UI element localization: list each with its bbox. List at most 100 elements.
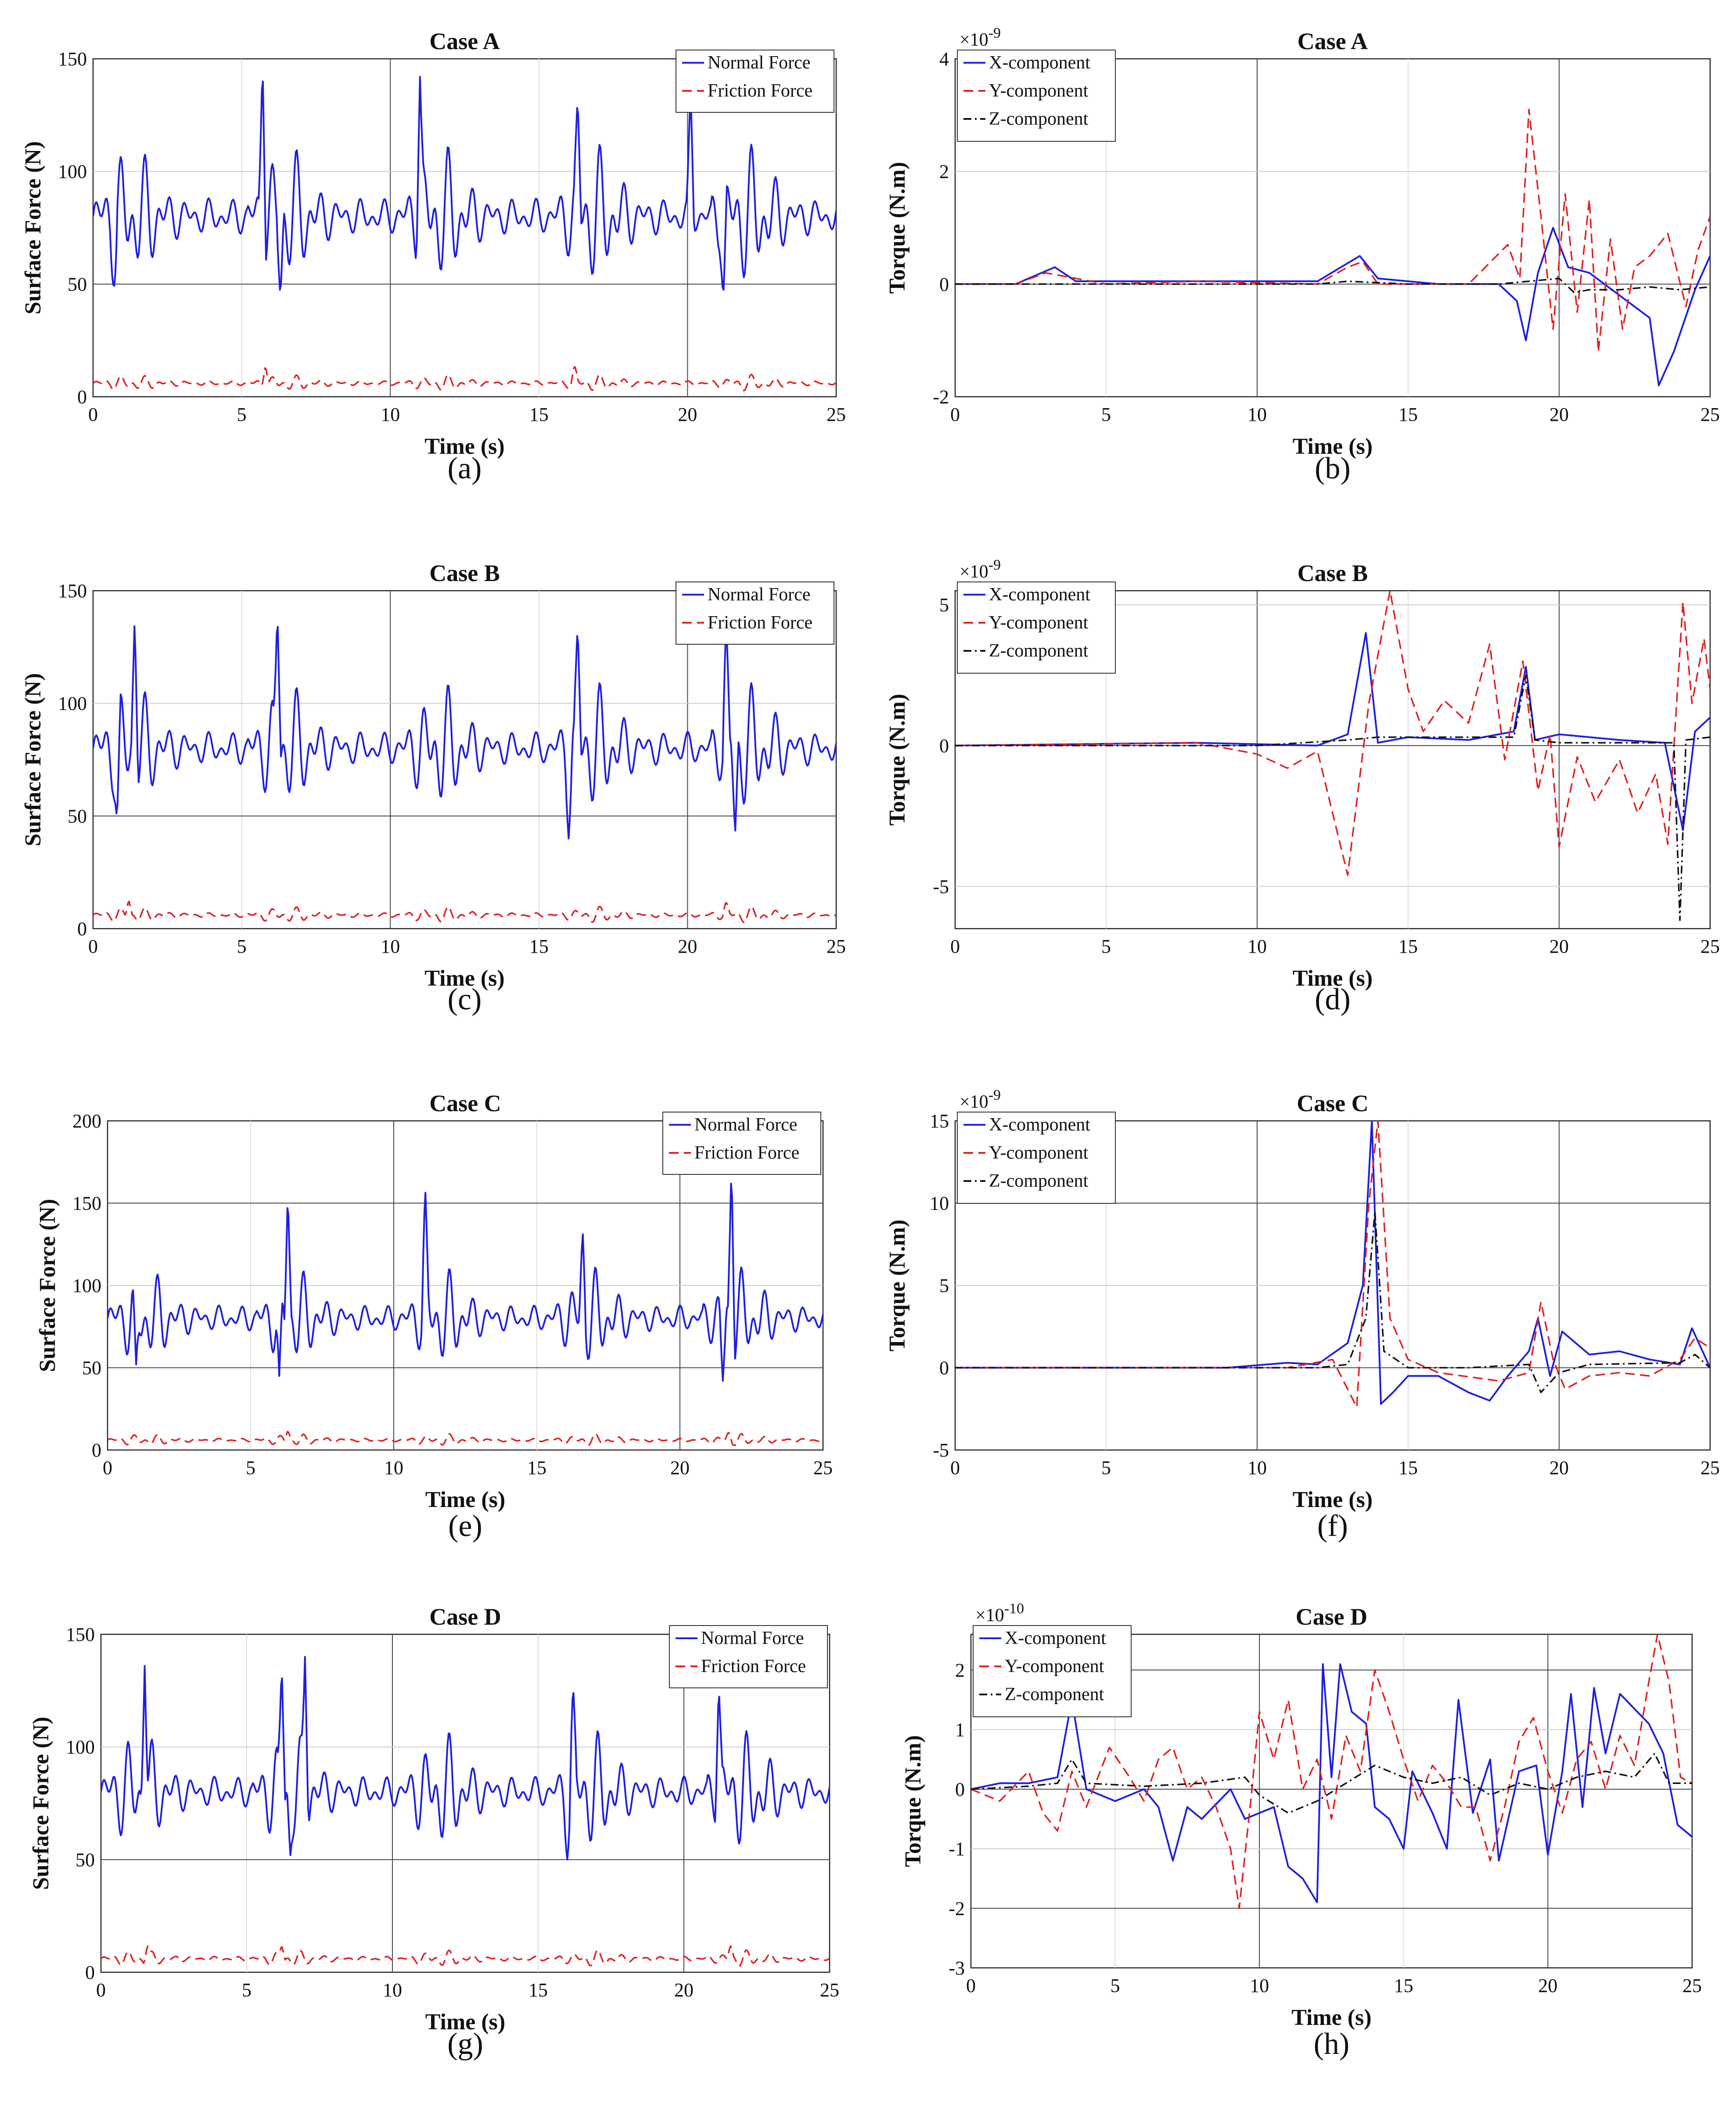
series-line-y-component [955,591,1710,876]
legend-label: X-component [989,1115,1090,1135]
x-tick-label: 20 [674,1979,694,2001]
series-line-friction-force [93,901,836,923]
x-tick-label: 5 [1101,936,1111,957]
y-tick-label: 50 [68,805,87,827]
x-tick-label: 0 [103,1457,112,1479]
series-line-y-component [971,1634,1692,1909]
x-axis-label: Time (s) [1293,966,1373,991]
axis-exponent: ×10-9 [960,557,1001,582]
y-tick-label: 5 [939,1275,949,1296]
series-line-z-component [955,674,1710,921]
legend-label: Friction Force [708,81,812,101]
x-tick-label: 25 [1700,1457,1720,1479]
panel-caption: (d) [1315,983,1351,1016]
legend-label: Normal Force [694,1115,797,1135]
x-tick-label: 10 [1247,936,1267,957]
x-axis-label: Time (s) [1291,2005,1371,2030]
y-tick-label: -2 [949,1898,965,1919]
legend-label: Y-component [989,81,1089,101]
x-tick-label: 20 [678,936,697,957]
x-tick-label: 10 [1250,1975,1269,1996]
x-tick-label: 25 [827,936,846,957]
y-tick-label: 0 [77,918,87,940]
x-tick-label: 15 [529,404,549,425]
panel-d: 0 5 10 15 20 25 -5 0 5 ×10-9 Case B Time (s) Torque … [885,557,1720,1016]
plot-area [92,590,837,930]
legend-label: Y-component [989,1143,1089,1163]
panel-a: 0 5 10 15 20 25 0 50 100 150 Case A Time (s) Surface… [21,28,846,485]
series-line-friction-force [108,1431,823,1446]
legend [957,50,1116,142]
x-tick-label: 20 [1549,1457,1569,1479]
x-tick-label: 25 [820,1979,839,2001]
y-tick-label: 50 [75,1849,95,1870]
axis-exponent: ×10-10 [975,1601,1024,1626]
y-axis-label: Torque (N.m) [885,694,910,826]
x-tick-label: 10 [381,936,400,957]
series-line-z-component [955,277,1710,294]
x-tick-label: 20 [1549,404,1569,425]
series-line-normal-force [101,1656,830,1861]
y-tick-label: -5 [933,1439,949,1461]
x-tick-label: 15 [1398,936,1418,957]
x-tick-label: 25 [827,404,846,425]
legend-label: Z-component [1005,1684,1104,1705]
x-tick-label: 25 [1700,404,1720,425]
y-tick-label: 200 [72,1110,101,1132]
y-tick-label: 100 [72,1275,101,1296]
y-tick-label: -3 [949,1957,965,1979]
legend-label: Z-component [989,1171,1089,1191]
series-line-friction-force [93,366,836,391]
x-tick-label: 0 [88,936,98,957]
x-tick-label: 5 [1101,1457,1111,1479]
panel-caption: (c) [448,983,482,1016]
x-tick-label: 10 [383,1979,402,2001]
x-axis-label: Time (s) [424,966,504,991]
y-tick-label: 15 [930,1110,949,1132]
y-axis-label: Torque (N.m) [885,1220,910,1351]
legend [957,1112,1116,1204]
panel-caption: (b) [1315,452,1351,485]
y-tick-label: 100 [66,1737,95,1758]
series-line-normal-force [93,625,836,840]
legend-label: Z-component [989,641,1089,661]
y-axis-label: Surface Force (N) [21,673,46,847]
series-line-x-component [971,1663,1692,1903]
y-tick-label: 10 [930,1193,949,1214]
x-tick-label: 0 [950,936,960,957]
x-tick-label: 5 [1101,404,1111,425]
x-tick-label: 5 [237,936,247,957]
x-tick-label: 0 [950,404,960,425]
legend-label: Normal Force [708,53,810,73]
legend [676,50,834,113]
y-tick-label: 0 [939,273,949,295]
y-tick-label: 50 [82,1357,101,1379]
x-tick-label: 0 [950,1457,960,1479]
panel-caption: (f) [1317,1509,1348,1543]
panel-caption: (h) [1314,2027,1350,2061]
y-axis-label: Torque (N.m) [885,162,910,294]
series-line-z-component [955,1210,1710,1393]
y-axis-label: Surface Force (N) [21,141,46,315]
series-line-x-component [955,1121,1710,1405]
y-tick-label: -5 [933,876,949,897]
legend [973,1625,1132,1717]
x-tick-label: 15 [1398,1457,1418,1479]
x-tick-label: 10 [381,404,400,425]
y-axis-label: Surface Force (N) [35,1199,60,1372]
x-tick-label: 25 [1700,936,1720,957]
chart-title: Case B [1298,560,1368,586]
series-line-y-component [955,1121,1710,1408]
y-tick-label: -2 [933,386,949,408]
series-line-x-component [955,227,1710,387]
y-axis-label: Surface Force (N) [29,1717,54,1890]
plot-area [100,1633,830,1973]
y-tick-label: 1 [955,1719,965,1741]
x-tick-label: 15 [1398,404,1418,425]
series-line-normal-force [93,76,836,291]
y-tick-label: 0 [939,1357,949,1379]
legend-label: Friction Force [694,1143,799,1163]
